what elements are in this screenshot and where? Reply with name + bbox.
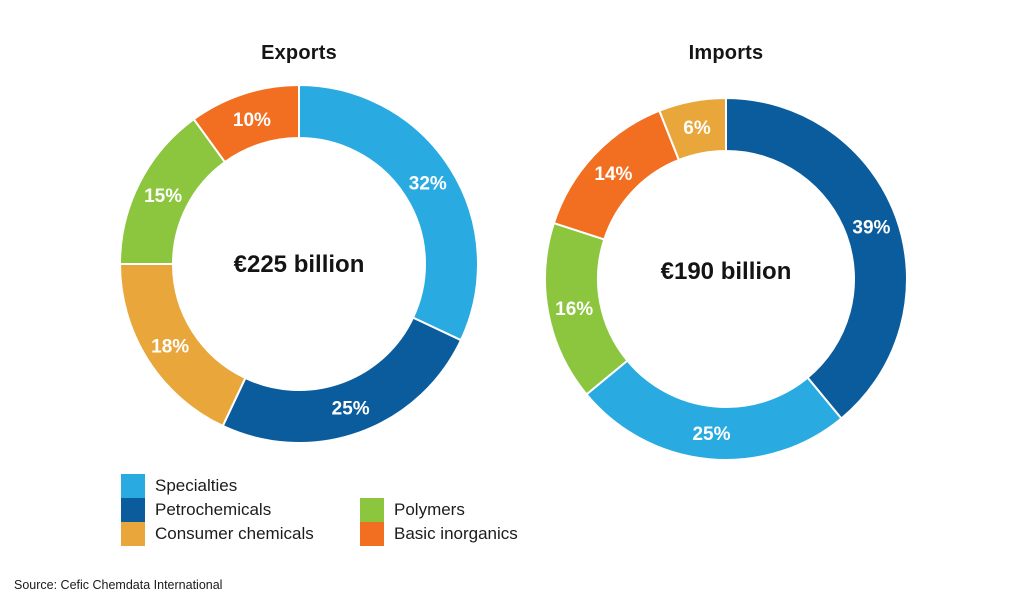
donut-segment-specialties [298, 84, 479, 342]
legend-swatch-specialties [121, 474, 145, 498]
segment-value-label-specialties: 32% [409, 173, 447, 194]
legend-item-consumer-chemicals: Consumer chemicals [121, 522, 314, 546]
imports-total-value: €190 billion [660, 258, 792, 285]
exports-total-value: €225 billion [233, 251, 365, 278]
legend-item-polymers: Polymers [360, 498, 518, 522]
source-attribution: Source: Cefic Chemdata International [14, 578, 223, 592]
legend-column-1: Specialties Petrochemicals Consumer chem… [121, 474, 314, 546]
legend-label-polymers: Polymers [394, 500, 465, 519]
legend-column-2: Polymers Basic inorganics [360, 498, 518, 546]
segment-value-label-polymers: 16% [555, 299, 593, 320]
donut-segment-specialties [585, 359, 843, 461]
legend-swatch-polymers [360, 498, 384, 522]
imports-chart-title: Imports [688, 42, 764, 64]
imports-donut-chart: 39% 25% 16% 14% 6% [544, 97, 908, 461]
legend-item-petrochemicals: Petrochemicals [121, 498, 314, 522]
segment-value-label-petrochemicals: 25% [332, 399, 370, 420]
segment-value-label-basic-inorganics: 14% [594, 164, 632, 185]
legend-swatch-petrochemicals [121, 498, 145, 522]
exports-chart-title: Exports [261, 42, 337, 64]
legend-label-petrochemicals: Petrochemicals [155, 500, 272, 519]
legend-label-consumer-chemicals: Consumer chemicals [155, 524, 314, 543]
legend-swatch-basic-inorganics [360, 522, 384, 546]
segment-value-label-consumer-chemicals: 6% [683, 118, 711, 139]
legend-label-basic-inorganics: Basic inorganics [394, 524, 518, 543]
legend-item-specialties: Specialties [121, 474, 314, 498]
donut-segment-petrochemicals [221, 316, 462, 444]
legend-item-basic-inorganics: Basic inorganics [360, 522, 518, 546]
legend-label-specialties: Specialties [155, 476, 238, 495]
segment-value-label-basic-inorganics: 10% [233, 110, 271, 131]
exports-donut-chart: 32% 25% 18% 15% 10% [119, 84, 479, 444]
segment-value-label-specialties: 25% [692, 424, 730, 445]
segment-value-label-polymers: 15% [144, 186, 182, 207]
donut-segment-basic-inorganics [192, 84, 300, 164]
donut-segment-consumer-chemicals [658, 97, 727, 161]
segment-value-label-petrochemicals: 39% [852, 218, 890, 239]
donut-segment-petrochemicals [725, 97, 908, 420]
legend-swatch-consumer-chemicals [121, 522, 145, 546]
segment-value-label-consumer-chemicals: 18% [151, 337, 189, 358]
